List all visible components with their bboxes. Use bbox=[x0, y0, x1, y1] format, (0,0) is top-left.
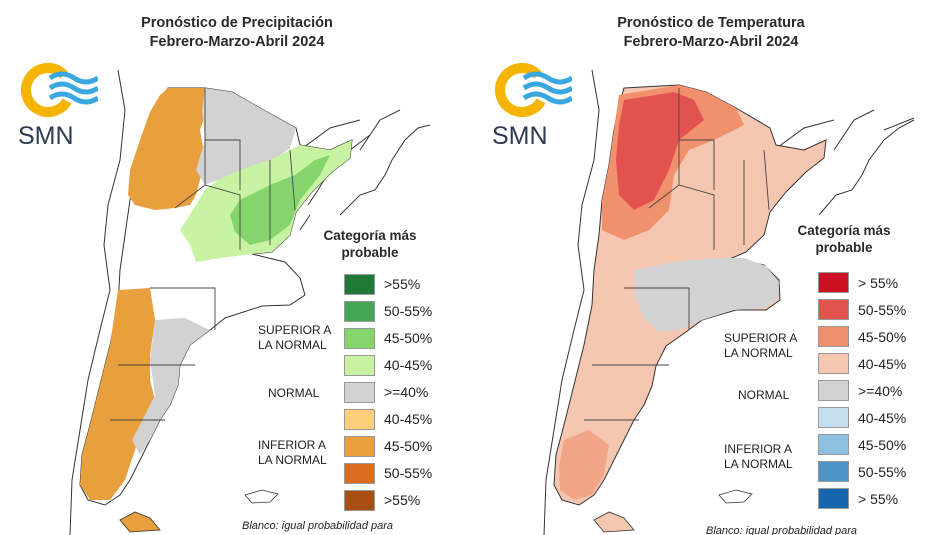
group-upper-line2: LA NORMAL bbox=[724, 346, 793, 360]
legend-swatch bbox=[344, 328, 375, 349]
legend-label: >55% bbox=[384, 492, 421, 508]
blank-note: Blanco: igual probabilidad para bbox=[242, 520, 394, 532]
malvinas bbox=[718, 489, 753, 504]
legend-label: 50-55% bbox=[858, 302, 907, 318]
legend-title: Categoría más probable bbox=[323, 228, 417, 260]
legend-swatch bbox=[818, 353, 849, 374]
legend-swatch bbox=[818, 488, 849, 509]
legend-label: 45-50% bbox=[384, 438, 433, 454]
smn-logo-icon bbox=[20, 63, 100, 117]
legend-swatch bbox=[344, 463, 375, 484]
legend-swatch bbox=[344, 355, 375, 376]
group-normal-label: NORMAL bbox=[268, 386, 320, 400]
province-lines bbox=[110, 88, 296, 421]
legend-label: > 55% bbox=[858, 491, 899, 507]
nw-hottest-region bbox=[616, 92, 704, 210]
legend-label: >55% bbox=[384, 276, 421, 292]
smn-logo-icon bbox=[495, 63, 574, 117]
malvinas bbox=[244, 489, 279, 504]
legend-swatch bbox=[344, 382, 375, 403]
legend-label: >=40% bbox=[858, 383, 903, 399]
precipitation-panel: Pronóstico de Precipitación Febrero-Marz… bbox=[18, 15, 433, 535]
legend-swatch bbox=[818, 380, 849, 401]
legend-swatch bbox=[344, 301, 375, 322]
group-normal-label: NORMAL bbox=[738, 388, 790, 402]
legend-label: 40-45% bbox=[384, 357, 433, 373]
group-lower-line1: INFERIOR A bbox=[258, 438, 327, 452]
legend-label: 40-45% bbox=[858, 410, 907, 426]
smn-logo: SMN bbox=[18, 60, 100, 160]
legend-title: Categoría más probable bbox=[797, 223, 891, 255]
tierra-del-fuego bbox=[593, 511, 635, 533]
province-lines bbox=[584, 88, 770, 421]
nw-dry-region bbox=[128, 88, 207, 210]
center-wet-core bbox=[230, 155, 330, 245]
group-lower-line2: LA NORMAL bbox=[724, 457, 793, 471]
temperature-panel: Pronóstico de Temperatura Febrero-Marzo-… bbox=[474, 0, 948, 535]
legend-label: 40-45% bbox=[858, 356, 907, 372]
south-normal-region bbox=[132, 318, 210, 455]
legend-label: 45-50% bbox=[858, 329, 907, 345]
legend-swatch bbox=[818, 326, 849, 347]
brazil-coast bbox=[818, 119, 915, 216]
neighbor-borders bbox=[543, 69, 915, 535]
precipitation-period: Febrero-Marzo-Abril 2024 bbox=[149, 34, 325, 50]
smn-logo-text: SMN bbox=[18, 122, 74, 150]
legend-label: 50-55% bbox=[384, 465, 433, 481]
group-lower-label: INFERIOR A LA NORMAL bbox=[258, 438, 327, 468]
legend-label: 45-50% bbox=[384, 330, 433, 346]
group-upper-label: SUPERIOR A LA NORMAL bbox=[724, 331, 797, 361]
legend-swatch bbox=[344, 274, 375, 295]
group-lower-line2: LA NORMAL bbox=[258, 453, 327, 467]
legend-swatch bbox=[818, 434, 849, 455]
legend-label: >=40% bbox=[384, 384, 429, 400]
smn-logo: SMN bbox=[492, 60, 574, 160]
legend-label: 45-50% bbox=[858, 437, 907, 453]
group-upper-label: SUPERIOR A LA NORMAL bbox=[258, 323, 331, 353]
legend-swatch bbox=[818, 272, 849, 293]
legend-swatch bbox=[818, 407, 849, 428]
legend-swatch bbox=[818, 299, 849, 320]
precipitation-title: Pronóstico de Precipitación bbox=[141, 15, 333, 31]
precipitation-map bbox=[69, 69, 431, 535]
legend-swatch bbox=[344, 436, 375, 457]
legend-label: > 55% bbox=[858, 275, 899, 291]
temperature-map bbox=[543, 69, 915, 535]
temperature-title: Pronóstico de Temperatura bbox=[617, 15, 805, 31]
south-warm-patch bbox=[559, 430, 609, 500]
brazil-coast bbox=[339, 124, 431, 216]
group-upper-line1: SUPERIOR A bbox=[724, 331, 798, 345]
legend-swatch bbox=[344, 409, 375, 430]
legend-swatch bbox=[344, 490, 375, 511]
legend-label: 40-45% bbox=[384, 411, 433, 427]
south-dry-region bbox=[80, 288, 155, 500]
group-upper-line2: LA NORMAL bbox=[258, 338, 327, 352]
legend-swatch bbox=[818, 461, 849, 482]
blank-note: Blanco: igual probabilidad para bbox=[706, 525, 858, 535]
group-upper-line1: SUPERIOR A bbox=[258, 323, 332, 337]
temperature-period: Febrero-Marzo-Abril 2024 bbox=[623, 34, 799, 50]
group-lower-label: INFERIOR A LA NORMAL bbox=[724, 442, 793, 472]
tierra-del-fuego bbox=[119, 511, 161, 533]
smn-logo-text: SMN bbox=[492, 122, 548, 150]
legend-label: 50-55% bbox=[858, 464, 907, 480]
group-lower-line1: INFERIOR A bbox=[724, 442, 793, 456]
central-normal-region bbox=[634, 258, 779, 332]
legend-label: 50-55% bbox=[384, 303, 433, 319]
